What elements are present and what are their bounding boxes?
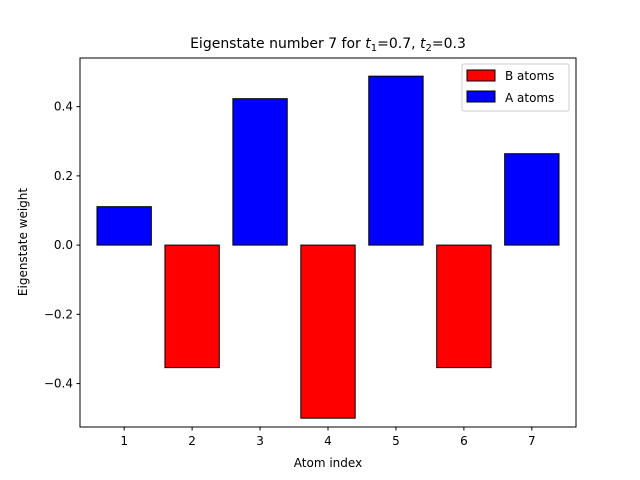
x-axis-label: Atom index: [294, 456, 362, 470]
x-tick-label: 6: [460, 434, 468, 448]
y-axis-label: Eigenstate weight: [16, 188, 30, 296]
y-tick-label: 0.4: [54, 100, 73, 114]
y-tick-label: −0.2: [44, 307, 73, 321]
plot-area-frame: [79, 57, 577, 428]
x-tick-label: 3: [256, 434, 264, 448]
bar-atom-1: [96, 206, 152, 246]
x-tick-label: 1: [120, 434, 128, 448]
bar-atom-7: [504, 153, 560, 246]
y-tick-label: 0.0: [54, 238, 73, 252]
bar-atom-2: [164, 244, 220, 369]
x-tick-label: 4: [324, 434, 332, 448]
x-tick-label: 7: [528, 434, 536, 448]
bars-layer: [96, 75, 560, 419]
y-axis-ticks: −0.4 −0.2 0.0 0.2 0.4: [44, 100, 80, 391]
chart-title: Eigenstate number 7 for t1=0.7, t2=0.3: [190, 36, 466, 54]
x-axis-ticks: 1 2 3 4 5 6 7: [120, 427, 536, 448]
legend-swatch-a-atoms: [466, 90, 496, 103]
bar-atom-6: [436, 244, 492, 369]
bar-atom-3: [232, 98, 288, 246]
legend-swatch-b-atoms: [466, 69, 496, 82]
y-tick-label: −0.4: [44, 377, 73, 391]
bar-atom-4: [300, 244, 356, 419]
legend-label-a-atoms: A atoms: [505, 91, 554, 105]
legend: B atoms A atoms: [461, 63, 570, 112]
bar-atom-5: [368, 75, 424, 246]
y-tick-label: 0.2: [54, 169, 73, 183]
legend-label-b-atoms: B atoms: [505, 69, 554, 83]
x-tick-label: 2: [188, 434, 196, 448]
x-tick-label: 5: [392, 434, 400, 448]
